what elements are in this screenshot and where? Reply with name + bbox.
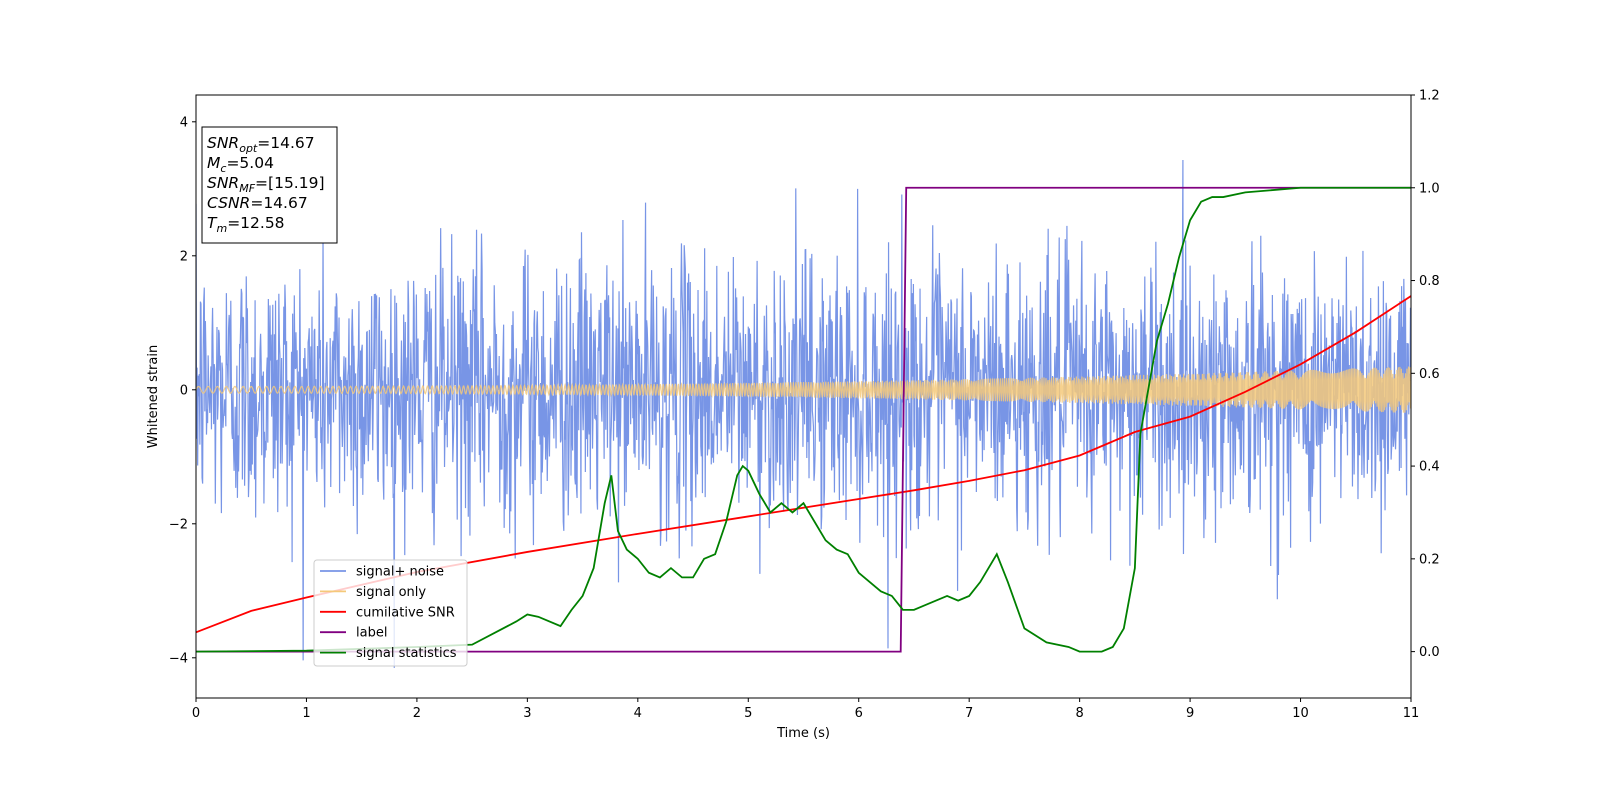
x-tick-label: 1 <box>302 706 310 721</box>
legend-label: cumilative SNR <box>356 605 455 620</box>
x-tick-label: 0 <box>192 706 200 721</box>
y-axis-label: Whitened strain <box>146 345 161 448</box>
y-left-tick-label: −2 <box>169 517 188 532</box>
y-left-tick-label: 2 <box>180 249 188 264</box>
annotation-line: SNRopt=14.67 <box>207 134 315 155</box>
y-left-tick-label: 0 <box>180 383 188 398</box>
legend-frame <box>313 559 468 667</box>
y-right-tick-label: 1.2 <box>1419 89 1440 104</box>
stats-annotation-box: SNRopt=14.67Mc=5.04SNRMF=[15.19]CSNR=14.… <box>201 126 338 244</box>
y-right-tick-label: 0.6 <box>1419 367 1440 382</box>
legend-label: signal only <box>356 585 426 600</box>
annotation-frame <box>201 126 338 244</box>
x-tick-label: 3 <box>523 706 531 721</box>
x-axis: 0 1 2 3 4 5 6 7 8 9 10 11 <box>192 698 1419 721</box>
x-tick-label: 9 <box>1186 706 1194 721</box>
plot-frame <box>195 94 1412 699</box>
y-left-tick-label: −4 <box>169 651 188 666</box>
series-signal-noise-line <box>196 159 1411 668</box>
annotation-line: CSNR=14.67 <box>207 194 308 212</box>
y-axis-right: 0.0 0.2 0.4 0.6 0.8 1.0 1.2 <box>1411 89 1440 660</box>
y-right-tick-label: 0.2 <box>1419 552 1440 567</box>
x-tick-label: 5 <box>744 706 752 721</box>
x-tick-label: 10 <box>1292 706 1309 721</box>
legend-label: signal+ noise <box>356 565 444 580</box>
annotation-line: Tm=12.58 <box>207 214 285 235</box>
y-right-tick-label: 0.4 <box>1419 460 1440 475</box>
series-label-line <box>196 186 1411 653</box>
y-right-tick-label: 0.8 <box>1419 274 1440 289</box>
x-tick-label: 4 <box>634 706 642 721</box>
x-tick-label: 2 <box>413 706 421 721</box>
x-tick-label: 11 <box>1403 706 1420 721</box>
series-signal-only-line <box>196 366 1411 413</box>
x-axis-label: Time (s) <box>776 726 830 741</box>
x-tick-label: 7 <box>965 706 973 721</box>
y-axis-left: −4 −2 0 2 4 <box>169 115 196 666</box>
y-right-tick-label: 1.0 <box>1419 181 1440 196</box>
legend-label: signal statistics <box>356 646 457 661</box>
legend-label: label <box>356 626 387 641</box>
x-tick-label: 8 <box>1075 706 1083 721</box>
legend: signal+ noise signal only cumilative SNR la… <box>313 559 468 667</box>
y-right-tick-label: 0.0 <box>1419 645 1440 660</box>
annotation-line: Mc=5.04 <box>207 154 274 175</box>
y-left-tick-label: 4 <box>180 115 188 130</box>
series-signal-statistics-line <box>196 186 1411 653</box>
annotation-line: SNRMF=[15.19] <box>207 174 325 195</box>
x-tick-label: 6 <box>855 706 863 721</box>
